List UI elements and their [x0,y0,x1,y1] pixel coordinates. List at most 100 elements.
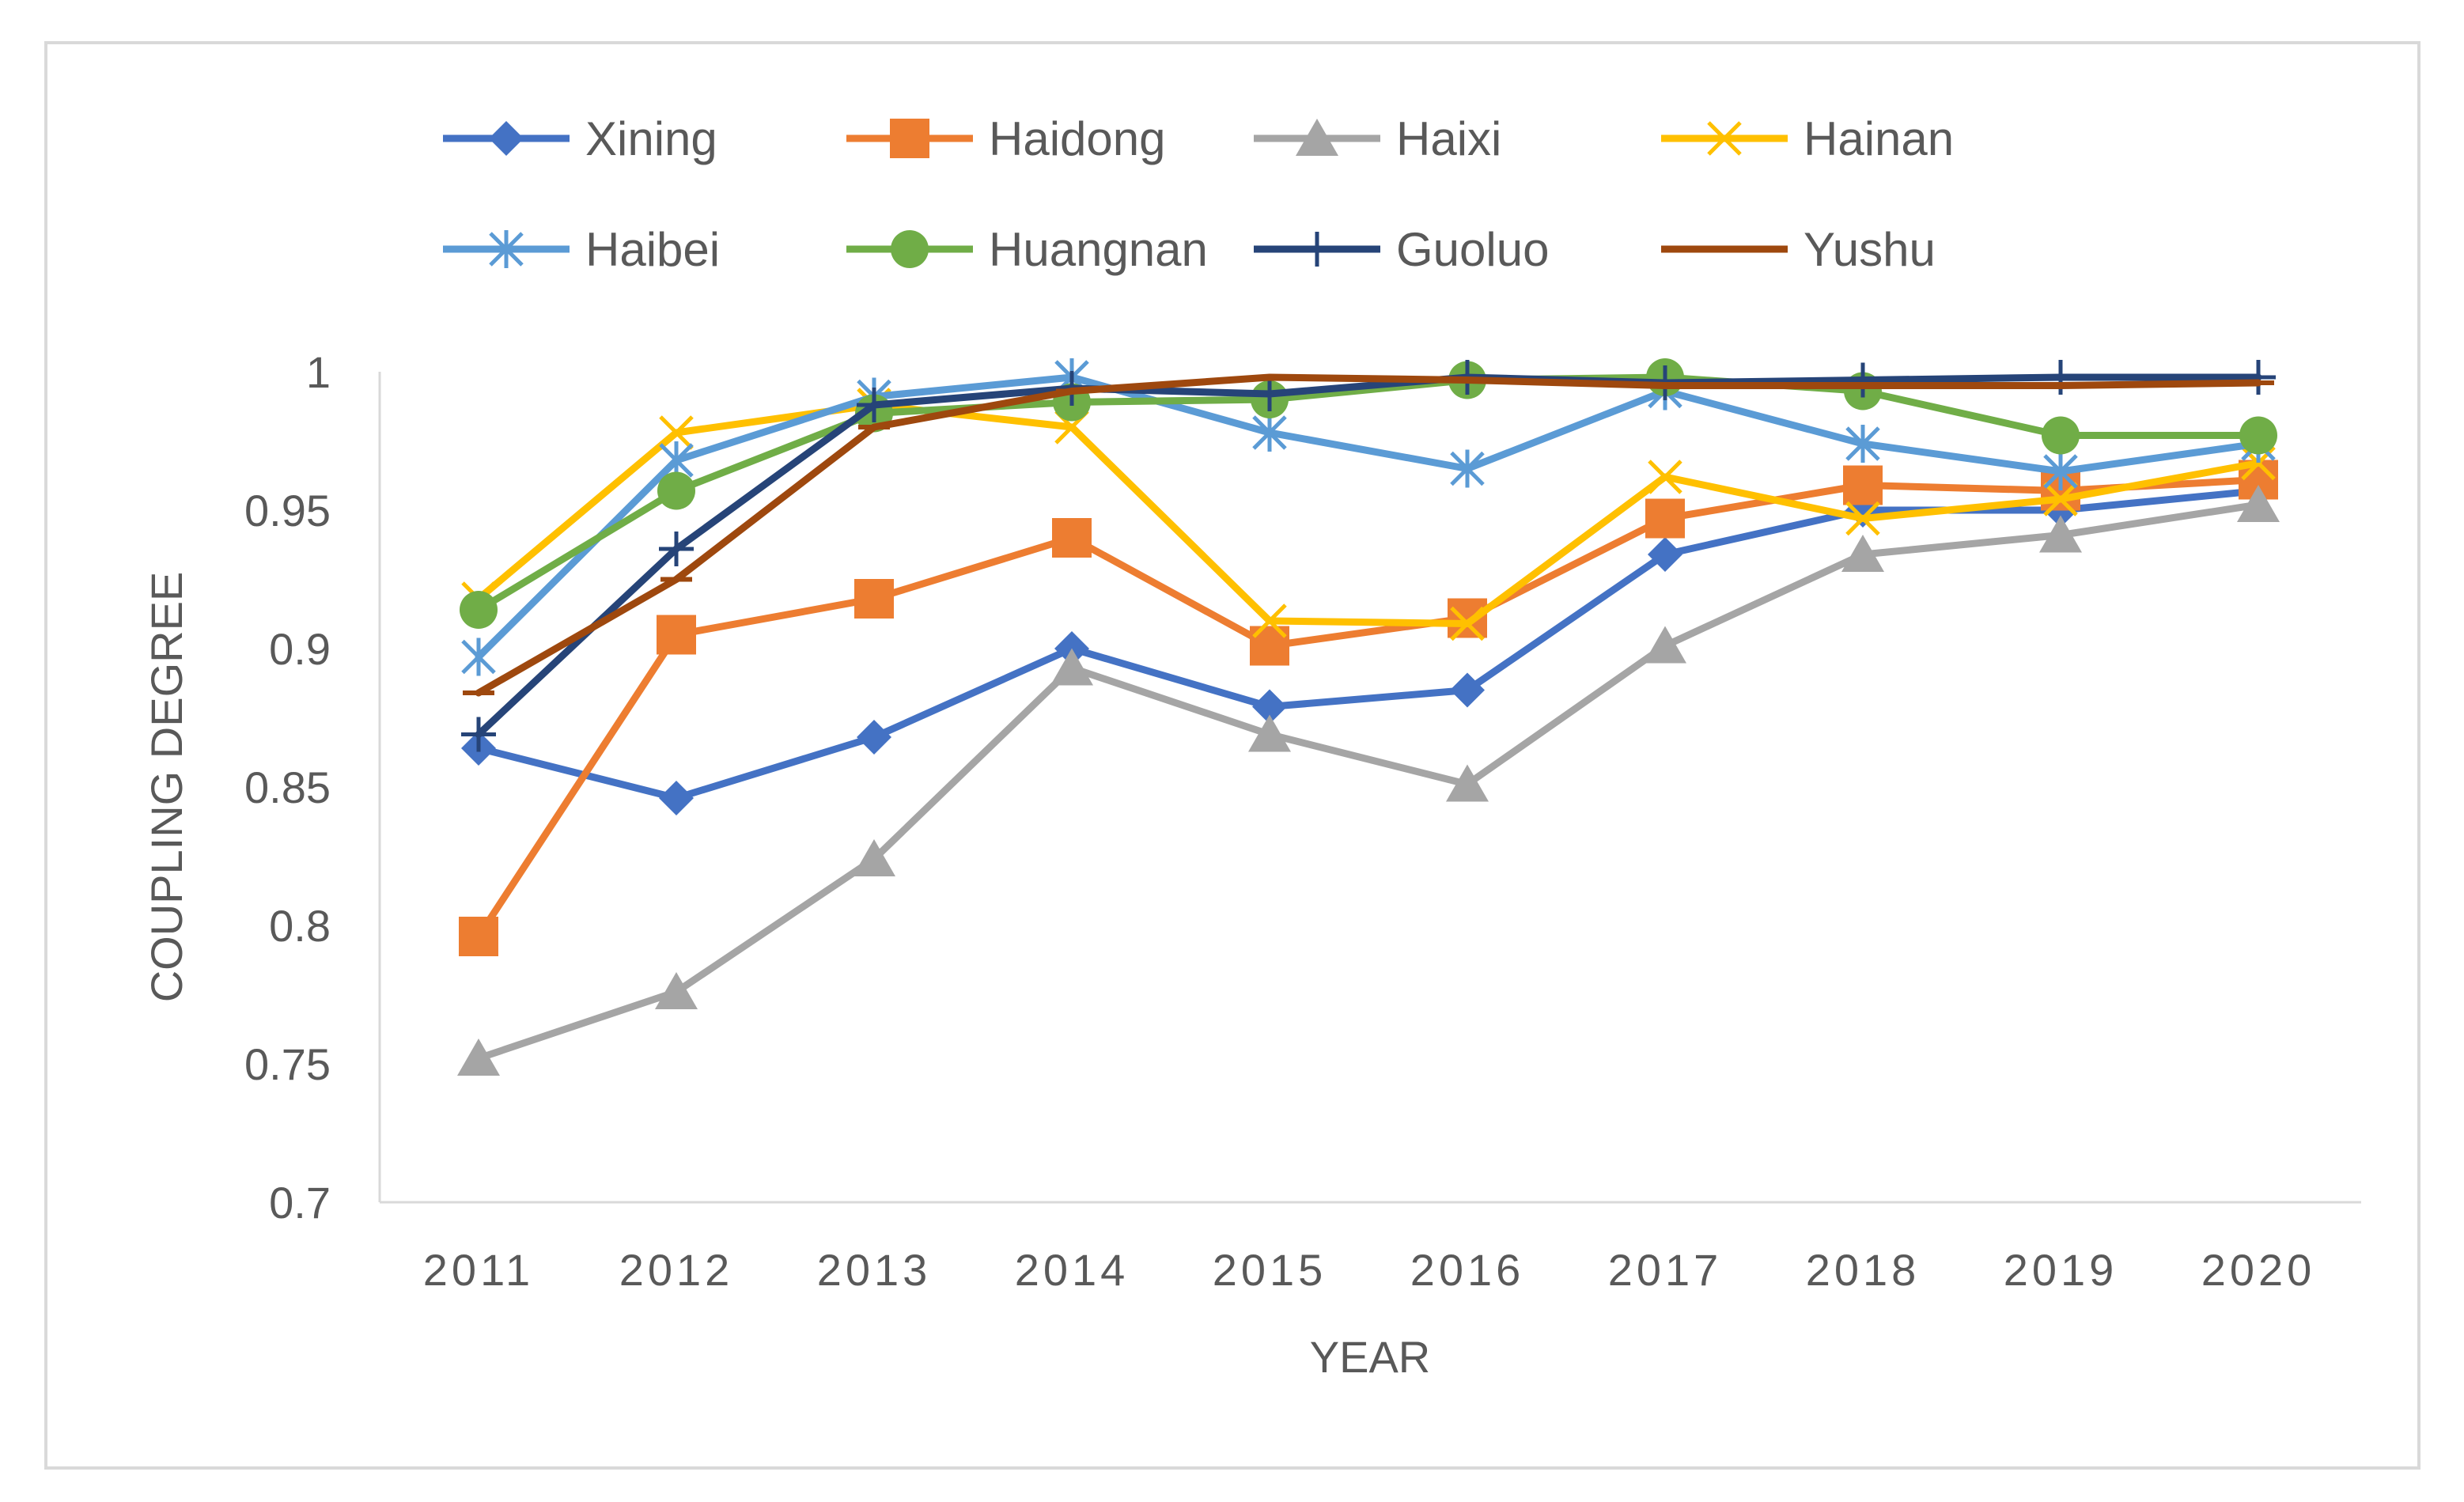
legend-label-haibei: Haibei [585,223,720,276]
x-tick-label: 2018 [1806,1245,1921,1295]
data-point-haixi [1050,648,1093,686]
legend-label-xining: Xining [585,112,717,165]
data-point-haibei [1450,449,1485,488]
series-haibei [461,358,2276,676]
legend-item-haixi: Haixi [1254,112,1501,165]
data-point-hainan [659,415,694,450]
data-point-xining [1252,689,1287,725]
legend-label-haixi: Haixi [1396,112,1501,165]
x-tick-label: 2020 [2201,1245,2316,1295]
legend-item-haidong: Haidong [846,112,1166,165]
legend-label-guoluo: Guoluo [1396,223,1549,276]
series-line-haibei [475,373,2262,660]
data-point-guoluo [1252,376,1287,411]
x-tick-label: 2017 [1608,1245,1723,1295]
legend-label-huangnan: Huangnan [989,223,1208,276]
data-point-haixi [1841,535,1884,572]
series-line-huangnan [475,373,2262,614]
x-tick-label: 2015 [1213,1245,1327,1295]
series-haidong [459,460,2278,956]
series-line-xining [475,487,2262,802]
y-tick-label: 0.7 [269,1178,331,1228]
y-tick-label: 0.75 [244,1039,331,1089]
series-huangnan [460,358,2277,629]
data-point-haixi [2237,485,2280,522]
data-point-xining [659,781,694,815]
data-point-haixi [2039,515,2082,553]
y-tick-label: 0.95 [244,486,331,535]
data-point-hainan [1252,603,1287,638]
data-point-xining [1450,672,1485,708]
y-tick-label: 1 [306,347,331,397]
data-point-haixi [1446,764,1489,802]
data-point-haixi [457,1039,500,1076]
data-point-haibei [1252,414,1287,452]
data-point-huangnan [657,471,695,510]
legend-item-hainan: Hainan [1661,112,1954,165]
legend-marker-hainan [1707,121,1742,156]
plot-area [457,358,2280,1076]
data-point-huangnan [2239,416,2277,455]
data-point-haidong [1843,465,1883,505]
data-point-haibei [461,637,496,676]
data-point-haidong [854,579,894,619]
x-tick-label: 2013 [817,1245,932,1295]
data-point-guoluo [461,717,496,752]
series-line-haidong [475,476,2262,940]
y-tick-label: 0.9 [269,624,331,674]
legend-item-guoluo: Guoluo [1254,223,1549,276]
y-axis-title: COUPLING DEGREE [142,572,191,1003]
data-point-haidong [1448,598,1487,638]
legend-label-yushu: Yushu [1804,223,1936,276]
y-tick-labels: 0.7 0.75 0.8 0.85 0.9 0.95 1 [244,347,331,1228]
legend-item-yushu: Yushu [1661,223,1936,276]
x-tick-label: 2012 [619,1245,734,1295]
data-point-guoluo [2043,360,2078,395]
data-point-haixi [853,839,895,876]
legend-marker-guoluo [1300,232,1334,267]
x-tick-label: 2011 [423,1245,534,1295]
data-point-haidong [1052,518,1092,558]
y-tick-label: 0.85 [244,762,331,812]
series-line-hainan [475,401,2262,627]
series-yushu [463,373,2274,697]
series-hainan [461,388,2276,641]
legend-marker-haixi [1296,119,1338,156]
data-point-guoluo [659,532,694,566]
series-haixi [457,485,2280,1076]
chart-frame [44,41,2420,1470]
legend-label-haidong: Haidong [989,112,1166,165]
data-point-xining [1648,537,1682,572]
x-tick-labels: 2011 2012 2013 2014 2015 2016 2017 2018 2019 2020 [423,1245,2316,1295]
data-point-guoluo [1845,362,1880,398]
series-guoluo [461,360,2276,752]
x-tick-label: 2014 [1015,1245,1130,1295]
legend-marker-haibei [489,230,524,268]
series-line-yushu [475,373,2262,697]
data-point-hainan [2043,482,2078,516]
data-point-hainan [1450,606,1485,641]
data-point-huangnan [2042,416,2080,455]
legend-marker-haidong [890,119,929,158]
x-tick-label: 2019 [2004,1245,2118,1295]
data-point-guoluo [857,388,891,422]
legend-marker-huangnan [891,230,929,268]
axes [378,372,2361,1204]
legend-item-haibei: Haibei [443,223,720,276]
series-line-haixi [475,501,2262,1062]
data-point-hainan [1648,460,1682,494]
data-point-haibei [2043,452,2078,490]
data-point-huangnan [460,591,498,629]
data-point-haibei [1845,425,1880,463]
series-line-guoluo [475,373,2262,738]
legend-label-hainan: Hainan [1804,112,1954,165]
legend-item-xining: Xining [443,112,717,165]
legend: Xining Haidong Haixi Hainan Haibei Huangnan Gu… [443,112,1954,276]
x-axis-title: YEAR [1310,1332,1431,1382]
data-point-xining [857,720,891,755]
data-point-haixi [1644,626,1686,664]
legend-marker-xining [489,121,524,156]
data-point-haixi [655,972,698,1009]
data-point-guoluo [2241,360,2276,395]
